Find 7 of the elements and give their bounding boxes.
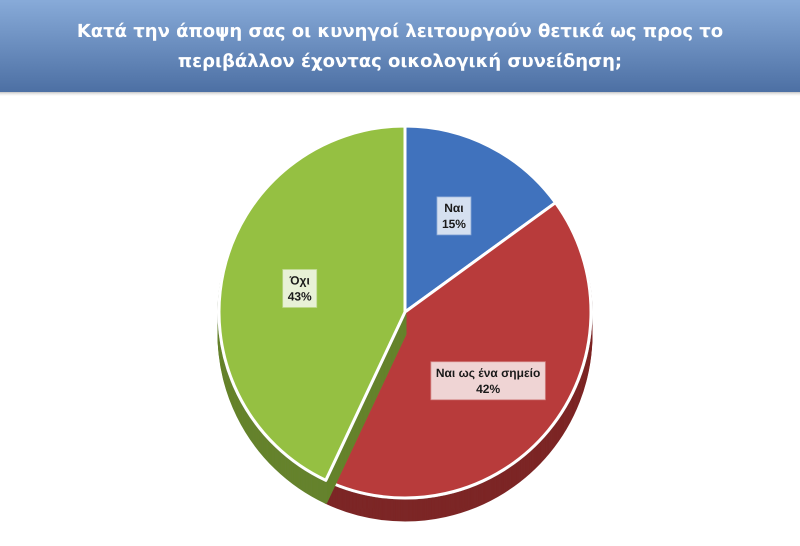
slice-label: Ναι ως ένα σημείο bbox=[436, 366, 540, 380]
slice-label: Ναι bbox=[444, 200, 464, 215]
chart-title: Κατά την άποψη σας οι κυνηγοί λειτουργούν θετικά ως προς το περιβάλλον έχοντας οικολογική συνείδηση; bbox=[76, 21, 724, 72]
slice-label: Όχι bbox=[288, 273, 310, 288]
data-label: 42% bbox=[476, 382, 500, 396]
data-label: 15% bbox=[442, 216, 466, 231]
data-label: 43% bbox=[288, 289, 312, 304]
